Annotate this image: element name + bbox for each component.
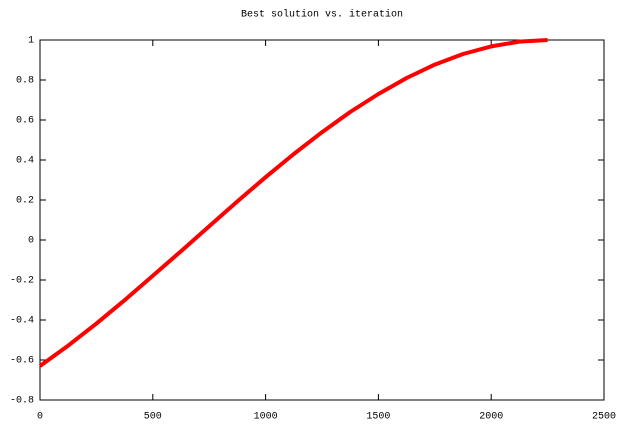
chart-title: Best solution vs. iteration [241, 9, 403, 21]
y-tick-label: 0.6 [16, 116, 34, 127]
x-tick-label: 2000 [479, 412, 503, 423]
y-tick-label: -0.8 [10, 396, 34, 407]
x-tick-label: 1500 [366, 412, 390, 423]
x-tick-label: 500 [144, 412, 162, 423]
x-tick-label: 2500 [592, 412, 616, 423]
y-tick-label: 0.2 [16, 196, 34, 207]
y-tick-label: -0.4 [10, 316, 34, 327]
x-tick-label: 1000 [254, 412, 278, 423]
y-tick-label: -0.2 [10, 276, 34, 287]
y-tick-label: 0 [28, 236, 34, 247]
y-tick-label: 0.4 [16, 156, 34, 167]
y-tick-label: 0.8 [16, 76, 34, 87]
y-tick-label: 1 [28, 36, 34, 47]
plot-frame [39, 39, 605, 401]
y-tick-label: -0.6 [10, 356, 34, 367]
data-line [38, 38, 548, 368]
x-tick-label: 0 [37, 412, 43, 423]
